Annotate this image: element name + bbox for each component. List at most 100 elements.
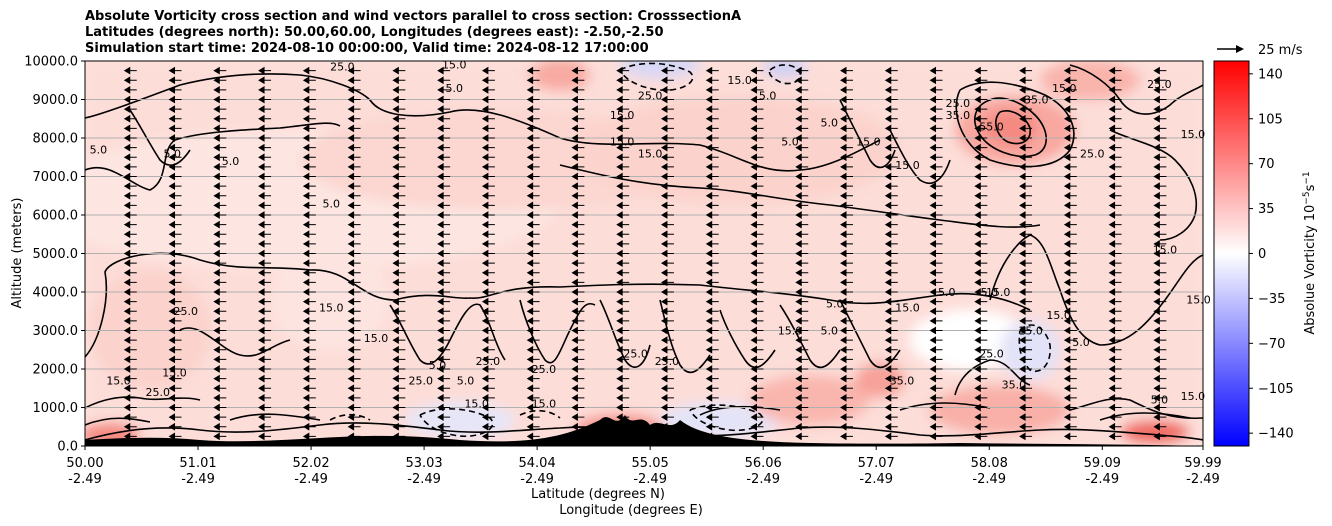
wind-arrow <box>526 345 540 354</box>
wind-arrow <box>258 316 272 325</box>
wind-arrow <box>750 76 764 85</box>
wind-arrow <box>660 143 674 152</box>
wind-arrow <box>1063 249 1077 258</box>
wind-arrow <box>974 220 988 229</box>
wind-arrow <box>213 259 227 268</box>
wind-arrow <box>660 153 674 162</box>
wind-arrow <box>123 403 137 412</box>
wind-arrow <box>795 288 809 296</box>
colorbar: 140 105 70 35 0 −35 −70 −105 −140 Absolue Vortic… <box>1213 60 1318 447</box>
wind-arrow <box>1108 85 1122 94</box>
wind-arrow <box>437 384 451 393</box>
contour-label: 35.0 <box>890 374 915 387</box>
wind-arrow <box>347 345 361 354</box>
contour-label: 15.0 <box>895 159 920 172</box>
wind-arrow <box>437 403 451 412</box>
wind-arrow <box>840 95 854 104</box>
wind-arrow <box>437 182 451 191</box>
colorbar-gradient <box>1213 60 1250 447</box>
wind-arrow <box>884 66 898 75</box>
wind-arrow <box>526 278 540 287</box>
wind-arrow <box>123 326 137 335</box>
wind-arrow <box>1019 162 1033 171</box>
x-tick-lat: 59.09 <box>1084 456 1121 471</box>
wind-arrow <box>168 172 182 181</box>
wind-arrow <box>571 422 585 431</box>
wind-arrow <box>929 307 943 316</box>
wind-arrow <box>302 345 316 354</box>
wind-arrow <box>213 326 227 335</box>
wind-arrow <box>258 211 272 219</box>
wind-arrow <box>123 316 137 325</box>
wind-arrow <box>213 278 227 287</box>
wind-arrow <box>616 220 630 229</box>
wind-arrow <box>258 307 272 316</box>
y-tick-label: 6000.0 <box>33 209 79 224</box>
wind-arrow <box>884 191 898 200</box>
wind-arrow <box>392 66 406 75</box>
wind-arrow <box>213 172 227 181</box>
wind-arrow <box>392 374 406 383</box>
wind-arrow <box>929 76 943 85</box>
wind-arrow <box>795 384 809 393</box>
wind-arrow <box>1108 384 1122 393</box>
wind-arrow <box>302 393 316 402</box>
wind-arrow <box>1153 355 1167 364</box>
wind-arrow <box>705 355 719 364</box>
wind-arrow <box>347 211 361 219</box>
wind-arrow <box>437 239 451 248</box>
wind-arrow <box>1019 153 1033 162</box>
wind-arrow <box>974 336 988 345</box>
wind-arrow <box>526 413 540 422</box>
wind-arrow <box>750 85 764 94</box>
wind-arrow <box>974 191 988 200</box>
wind-arrow <box>750 288 764 296</box>
wind-arrow <box>481 239 495 248</box>
wind-arrow <box>1153 191 1167 200</box>
wind-arrow <box>392 365 406 373</box>
wind-arrow <box>347 201 361 210</box>
wind-arrow <box>884 239 898 248</box>
wind-arrow <box>840 384 854 393</box>
wind-arrow <box>168 278 182 287</box>
wind-arrow <box>929 239 943 248</box>
wind-arrow <box>1063 288 1077 296</box>
wind-arrow <box>974 307 988 316</box>
wind-arrow <box>750 278 764 287</box>
contour-label: 5.0 <box>820 324 838 337</box>
wind-arrow <box>750 191 764 200</box>
wind-arrow <box>616 259 630 268</box>
wind-arrow <box>123 336 137 345</box>
wind-arrow <box>1108 230 1122 239</box>
wind-arrow <box>1108 162 1122 171</box>
wind-arrow <box>168 153 182 162</box>
wind-arrow <box>974 278 988 287</box>
wind-arrow <box>123 191 137 200</box>
wind-arrow <box>840 191 854 200</box>
wind-arrow <box>123 278 137 287</box>
wind-arrow <box>1108 365 1122 373</box>
wind-arrow <box>302 403 316 412</box>
wind-arrow <box>1019 336 1033 345</box>
wind-arrow <box>795 307 809 316</box>
wind-arrow <box>660 85 674 94</box>
wind-arrow <box>750 230 764 239</box>
wind-arrow <box>705 422 719 431</box>
wind-arrow <box>795 268 809 277</box>
wind-arrow <box>616 336 630 345</box>
wind-arrow <box>884 355 898 364</box>
wind-arrow <box>526 432 540 441</box>
wind-arrow <box>392 403 406 412</box>
wind-arrow <box>840 326 854 335</box>
wind-arrow <box>437 259 451 268</box>
wind-arrow <box>258 365 272 373</box>
wind-arrow <box>571 172 585 181</box>
wind-arrow <box>974 326 988 335</box>
wind-arrow <box>392 345 406 354</box>
wind-arrow <box>1063 326 1077 335</box>
wind-arrow <box>1019 95 1033 104</box>
wind-arrow <box>974 230 988 239</box>
contour-label: 15.0 <box>895 301 920 314</box>
wind-arrow <box>795 162 809 171</box>
wind-arrow <box>660 336 674 345</box>
